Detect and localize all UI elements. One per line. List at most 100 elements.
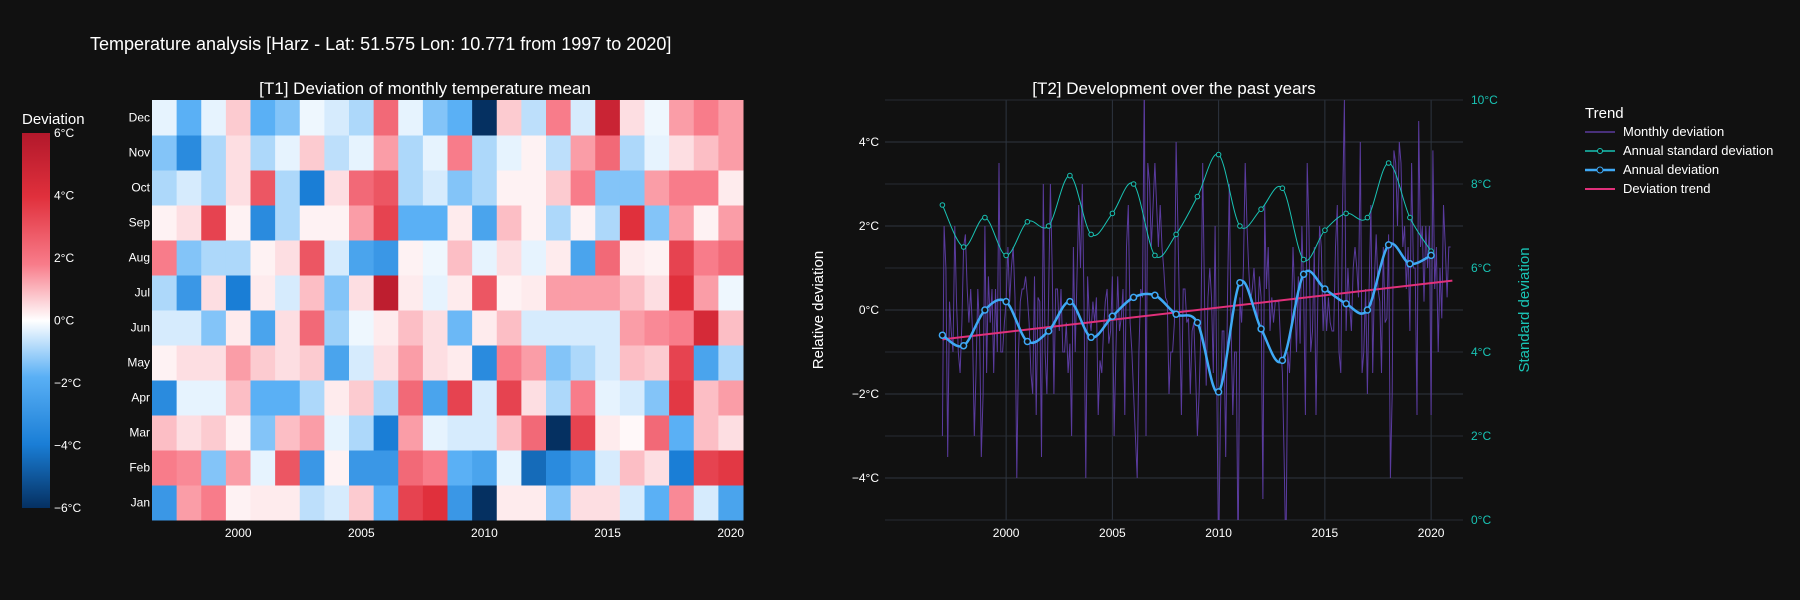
heatmap-cell <box>225 415 252 451</box>
annual-std-point <box>1194 193 1201 200</box>
legend-item-monthly[interactable]: Monthly deviation <box>1585 124 1724 139</box>
annual-std-point <box>1173 231 1179 238</box>
heatmap-cell <box>619 485 646 521</box>
heatmap-cell <box>693 205 719 241</box>
legend-item-annual-std[interactable]: Annual standard deviation <box>1585 143 1773 158</box>
heatmap-cell <box>521 380 547 416</box>
heatmap-cell <box>250 240 276 276</box>
heatmap-cell <box>225 275 252 311</box>
heatmap-cell <box>324 275 350 311</box>
heatmap-cell <box>275 135 301 171</box>
heatmap-cell <box>644 170 670 206</box>
colorbar-gradient <box>22 133 50 508</box>
heatmap-cell <box>201 310 227 346</box>
annual-deviation-point <box>1044 327 1053 335</box>
month-label: Jan <box>131 496 150 510</box>
annual-std-point <box>1130 181 1137 187</box>
heatmap-cell <box>521 170 547 206</box>
heatmap-cell <box>619 345 646 381</box>
heatmap-cell <box>472 240 498 276</box>
annual-std-point <box>939 202 946 208</box>
y-tick-label: −2°C <box>852 387 879 401</box>
legend-item-trend[interactable]: Deviation trend <box>1585 181 1710 196</box>
heatmap-cell <box>373 485 399 521</box>
x-tick-label: 2010 <box>1205 526 1232 540</box>
heatmap-cell <box>349 450 375 486</box>
heatmap-cell <box>225 205 252 241</box>
heatmap-cell <box>570 380 596 416</box>
heatmap-cell <box>644 380 670 416</box>
legend-item-annual-deviation[interactable]: Annual deviation <box>1585 162 1719 177</box>
heatmap-cell <box>496 240 522 276</box>
heatmap-cell <box>152 275 178 311</box>
heatmap-cell <box>152 205 178 241</box>
heatmap-cell <box>521 415 547 451</box>
heatmap-cell <box>644 135 670 171</box>
x-tick-label: 2005 <box>1099 526 1126 540</box>
heatmap-cell <box>521 310 547 346</box>
y-tick-label: −4°C <box>852 471 879 485</box>
annual-deviation-point <box>1427 251 1435 260</box>
year-tick-label: 2010 <box>471 526 498 540</box>
month-label: Aug <box>129 251 150 265</box>
annual-std-point <box>1279 185 1286 191</box>
heatmap-cell <box>570 135 596 171</box>
colorbar-title: Deviation <box>22 111 85 128</box>
y2-tick-label: 8°C <box>1471 177 1491 191</box>
annual-deviation-point <box>1129 293 1138 302</box>
heatmap-cell <box>398 310 424 346</box>
heatmap-cell <box>447 275 473 311</box>
heatmap-cell <box>693 170 719 206</box>
heatmap-cell <box>496 100 522 136</box>
heatmap-cell <box>546 100 572 136</box>
heatmap-cell <box>373 380 399 416</box>
heatmap-cell <box>250 170 276 206</box>
heatmap-cell <box>201 205 227 241</box>
annual-deviation-point <box>1406 260 1414 268</box>
heatmap-cell <box>176 135 202 171</box>
month-label: Nov <box>129 146 150 160</box>
annual-deviation-point <box>1172 310 1180 318</box>
month-label: Dec <box>129 111 150 125</box>
colorbar-tick-label: −6°C <box>54 501 81 515</box>
annual-deviation-point <box>1002 297 1010 306</box>
heatmap-cell <box>176 380 202 416</box>
heatmap-cell <box>201 240 227 276</box>
heatmap-cell <box>324 100 350 136</box>
heatmap-cell <box>595 100 621 136</box>
heatmap-cell <box>422 240 449 276</box>
heatmap-cell <box>570 100 596 136</box>
heatmap-cell <box>472 205 498 241</box>
heatmap-cell <box>644 485 670 521</box>
svg-text:Monthly deviation: Monthly deviation <box>1623 124 1724 139</box>
heatmap-cell <box>275 450 301 486</box>
annual-deviation-point <box>1342 299 1350 308</box>
heatmap-cell <box>595 415 621 451</box>
heatmap-cell <box>595 170 621 206</box>
heatmap-cell <box>201 275 227 311</box>
heatmap-cell <box>570 240 596 276</box>
heatmap-cell <box>669 170 695 206</box>
colorbar-tick-label: 4°C <box>54 189 74 203</box>
heatmap-cell <box>496 415 522 451</box>
heatmap-cell <box>201 170 227 206</box>
heatmap-cell <box>398 135 424 171</box>
heatmap-cell <box>422 380 449 416</box>
heatmap-cell <box>669 275 695 311</box>
annual-deviation-point <box>1363 306 1372 314</box>
heatmap-cell <box>201 345 227 381</box>
heatmap-cell <box>496 450 522 486</box>
heatmap-cell <box>644 240 670 276</box>
heatmap-cell <box>349 205 375 241</box>
heatmap-cell <box>472 310 498 346</box>
heatmap-cell <box>349 380 375 416</box>
heatmap-cell <box>176 450 202 486</box>
heatmap-cell <box>619 450 646 486</box>
heatmap-cell <box>373 450 399 486</box>
heatmap-cell <box>225 170 252 206</box>
heatmap-cell <box>472 485 498 521</box>
heatmap-cell <box>447 170 473 206</box>
heatmap-cell <box>152 240 178 276</box>
colorbar-tick-label: 6°C <box>54 126 74 140</box>
month-label: Apr <box>131 391 150 405</box>
